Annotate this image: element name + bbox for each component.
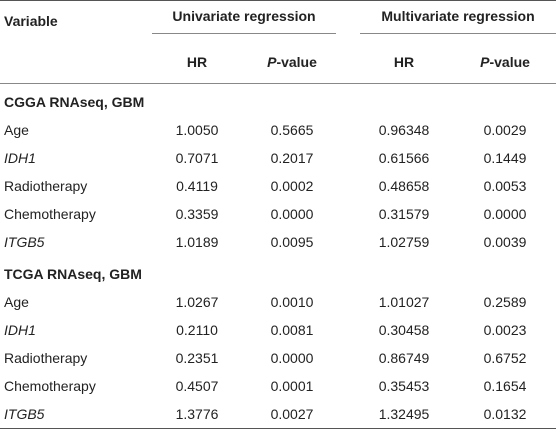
univariate-p-value: 0.0095: [270, 234, 314, 250]
table-row: Age 1.0050 0.5665 0.96348 0.0029: [0, 116, 556, 144]
univariate-p-value: 0.0027: [242, 400, 343, 429]
univariate-hr: 1.0189: [175, 234, 219, 250]
header-univariate-label: Univariate regression: [152, 8, 337, 34]
multivariate-p-value: 0.0029: [483, 122, 527, 138]
table-body: CGGA RNAseq, GBM Age 1.0050 0.5665 0.96348 0.…: [0, 84, 556, 429]
spacer: [342, 116, 354, 144]
spacer: [342, 172, 354, 200]
multivariate-hr: 0.35453: [378, 378, 430, 394]
spacer: [342, 228, 354, 256]
header-uni-p: P-value: [242, 41, 343, 84]
univariate-hr: 0.2110: [176, 322, 218, 338]
table-row: Radiotherapy 0.2351 0.0000 0.86749 0.6752: [0, 344, 556, 372]
univariate-p-value: 0.5665: [270, 122, 314, 138]
multivariate-hr: 0.48658: [378, 178, 430, 194]
header-univariate: Univariate regression: [152, 0, 343, 41]
spacer: [342, 200, 354, 228]
spacer: [342, 400, 355, 429]
multivariate-p-value: 0.0039: [483, 234, 527, 250]
table-row: IDH1 0.2110 0.0081 0.30458 0.0023: [0, 316, 556, 344]
table-row: ITGB5 1.0189 0.0095 1.02759 0.0039: [0, 228, 556, 256]
table-row: IDH1 0.7071 0.2017 0.61566 0.1449: [0, 144, 556, 172]
header-variable: Variable: [0, 0, 152, 41]
spacer: [342, 144, 354, 172]
spacer: [342, 372, 354, 400]
section-header-row: CGGA RNAseq, GBM: [0, 84, 556, 117]
multivariate-p-value: 0.6752: [483, 350, 527, 366]
multivariate-p-value: 0.1449: [483, 150, 527, 166]
spacer: [342, 288, 354, 316]
multivariate-hr: 1.01027: [378, 294, 430, 310]
multivariate-p-value: 0.0053: [483, 178, 527, 194]
univariate-hr: 0.7071: [175, 150, 219, 166]
univariate-p-value: 0.0081: [270, 322, 314, 338]
variable-name: Age: [4, 122, 29, 138]
table-row: Radiotherapy 0.4119 0.0002 0.48658 0.0053: [0, 172, 556, 200]
univariate-hr: 0.4507: [175, 378, 219, 394]
header-multi-hr: HR: [354, 41, 455, 84]
multivariate-p-value: 0.2589: [483, 294, 527, 310]
multivariate-hr: 1.32495: [354, 400, 455, 429]
variable-name: IDH1: [4, 150, 36, 166]
table-row: Chemotherapy 0.4507 0.0001 0.35453 0.1654: [0, 372, 556, 400]
univariate-p-value: 0.0002: [270, 178, 314, 194]
multivariate-hr: 0.30458: [378, 322, 430, 338]
univariate-hr: 0.2351: [175, 350, 219, 366]
variable-name: IDH1: [4, 322, 36, 338]
variable-name: Chemotherapy: [4, 206, 96, 222]
spacer: [342, 316, 354, 344]
header-uni-hr: HR: [152, 41, 242, 84]
table-row: Age 1.0267 0.0010 1.01027 0.2589: [0, 288, 556, 316]
multivariate-p-value: 0.0132: [454, 400, 556, 429]
section-header-row: TCGA RNAseq, GBM: [0, 256, 556, 288]
univariate-p-value: 0.0000: [270, 206, 314, 222]
spacer: [342, 344, 354, 372]
variable-name: Age: [4, 294, 29, 310]
variable-name: Chemotherapy: [4, 378, 96, 394]
variable-name: Radiotherapy: [4, 178, 88, 194]
variable-name: Radiotherapy: [4, 350, 88, 366]
univariate-p-value: 0.0001: [270, 378, 314, 394]
univariate-p-value: 0.2017: [270, 150, 314, 166]
table-row: Chemotherapy 0.3359 0.0000 0.31579 0.0000: [0, 200, 556, 228]
univariate-hr: 0.3359: [175, 206, 219, 222]
univariate-p-value: 0.0010: [270, 294, 314, 310]
multivariate-hr: 0.96348: [378, 122, 430, 138]
variable-name: ITGB5: [0, 400, 152, 429]
multivariate-hr: 1.02759: [378, 234, 430, 250]
header-multi-p: P-value: [454, 41, 556, 84]
multivariate-hr: 0.31579: [378, 206, 430, 222]
multivariate-p-value: 0.0023: [483, 322, 527, 338]
univariate-hr: 1.0050: [175, 122, 219, 138]
univariate-hr: 1.3776: [152, 400, 242, 429]
multivariate-hr: 0.61566: [378, 150, 430, 166]
univariate-p-value: 0.0000: [270, 350, 314, 366]
table-row: ITGB5 1.3776 0.0027 1.32495 0.0132: [0, 400, 556, 429]
variable-name: ITGB5: [4, 234, 45, 250]
multivariate-p-value: 0.0000: [483, 206, 527, 222]
univariate-hr: 1.0267: [175, 294, 219, 310]
univariate-hr: 0.4119: [176, 178, 218, 194]
section-title: CGGA RNAseq, GBM: [4, 93, 145, 110]
section-title: TCGA RNAseq, GBM: [4, 265, 142, 282]
multivariate-hr: 0.86749: [378, 350, 430, 366]
multivariate-p-value: 0.1654: [483, 378, 527, 394]
header-multivariate: Multivariate regression: [354, 0, 556, 41]
header-multivariate-label: Multivariate regression: [360, 8, 556, 34]
